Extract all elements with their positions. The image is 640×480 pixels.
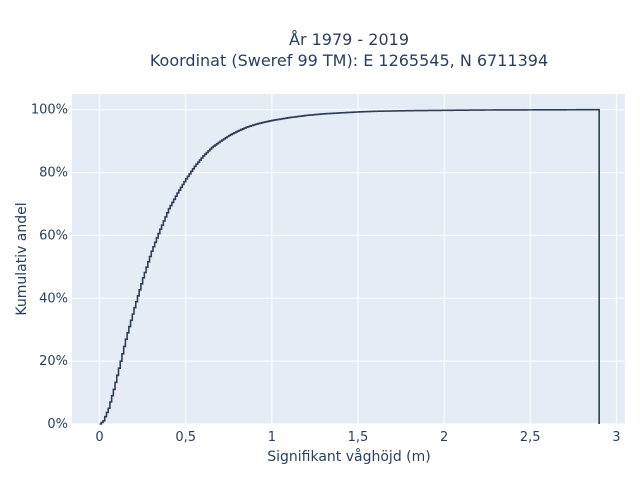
x-tick-label: 1 (268, 430, 276, 445)
y-axis-title: Kumulativ andel (14, 202, 30, 315)
cdf-series-line (99, 108, 600, 425)
x-tick-label: 0,5 (175, 430, 196, 445)
x-tick-label: 1,5 (348, 430, 369, 445)
x-axis-title: Signifikant våghöjd (m) (267, 448, 430, 465)
y-tick-label: 20% (39, 354, 68, 369)
x-tick-label: 3 (612, 430, 620, 445)
y-tick-label: 0% (47, 417, 68, 432)
chart-title-line-2: Koordinat (Sweref 99 TM): E 1265545, N 6… (150, 51, 548, 70)
plot-area (72, 94, 625, 424)
x-tick-label: 2,5 (520, 430, 541, 445)
y-tick-label: 40% (39, 291, 68, 306)
x-tick-labels: 0 0,5 1 1,5 2 2,5 3 (95, 430, 620, 445)
y-tick-label: 100% (31, 103, 68, 118)
x-tick-label: 0 (95, 430, 103, 445)
y-tick-labels: 0% 20% 40% 60% 80% 100% (31, 103, 68, 432)
x-tick-label: 2 (440, 430, 448, 445)
y-tick-label: 60% (39, 228, 68, 243)
y-tick-label: 80% (39, 166, 68, 181)
series-layer (99, 108, 600, 425)
chart-title-line-1: År 1979 - 2019 (289, 30, 409, 49)
